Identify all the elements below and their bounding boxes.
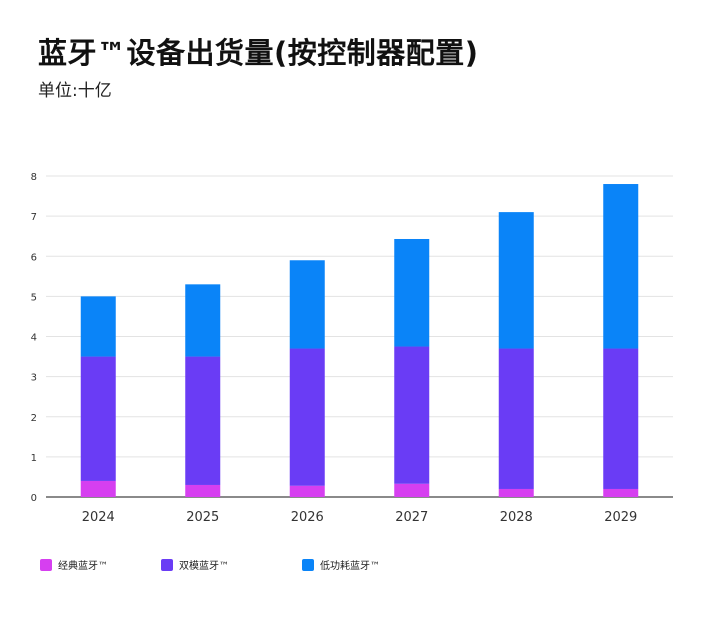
y-tick-label-7: 7 — [31, 212, 37, 223]
bar-2026-series-1 — [289, 348, 325, 486]
legend-label-low-energy: 低功耗蓝牙™ — [320, 561, 380, 572]
x-tick-label-2028: 2028 — [500, 510, 533, 525]
bar-2028-series-1 — [498, 348, 534, 489]
bar-2025-series-1 — [185, 356, 221, 485]
bar-2025-series-2 — [185, 284, 221, 357]
bar-2024-series-2 — [80, 296, 116, 357]
x-tick-label-2026: 2026 — [291, 510, 324, 525]
y-tick-label-6: 6 — [31, 252, 37, 263]
bar-2028-series-0 — [498, 488, 534, 497]
x-tick-label-2025: 2025 — [186, 510, 219, 525]
bar-2029-series-0 — [603, 488, 639, 497]
chart-title: 蓝牙™设备出货量(按控制器配置) — [38, 36, 479, 70]
y-tick-label-1: 1 — [31, 453, 37, 464]
y-tick-label-5: 5 — [31, 292, 37, 303]
bar-2027-series-2 — [394, 238, 430, 347]
bar-2027-series-0 — [394, 483, 430, 497]
bar-2028-series-2 — [498, 212, 534, 349]
legend-item-dual-mode: 双模蓝牙™ — [161, 557, 229, 572]
bar-2025-series-0 — [185, 484, 221, 497]
bar-2024-series-0 — [80, 480, 116, 497]
y-axis-ticks: 0 1 2 3 4 5 6 7 8 — [31, 172, 37, 504]
legend: 经典蓝牙™ 双模蓝牙™ 低功耗蓝牙™ — [0, 557, 715, 577]
x-axis-ticks: 2024 2025 2026 2027 2028 2029 — [82, 510, 638, 525]
bar-2029-series-2 — [603, 184, 639, 349]
legend-item-low-energy: 低功耗蓝牙™ — [302, 557, 380, 572]
x-tick-label-2027: 2027 — [395, 510, 428, 525]
legend-label-classic: 经典蓝牙™ — [58, 561, 108, 572]
bars — [80, 184, 639, 497]
legend-item-classic: 经典蓝牙™ — [40, 557, 108, 572]
y-tick-label-4: 4 — [31, 333, 37, 344]
bar-2024-series-1 — [80, 356, 116, 481]
gridlines — [46, 175, 673, 498]
legend-label-dual-mode: 双模蓝牙™ — [179, 561, 229, 572]
y-tick-label-8: 8 — [31, 172, 37, 183]
legend-swatch-low-energy — [302, 558, 314, 571]
bar-2027-series-1 — [394, 346, 430, 484]
legend-swatch-classic — [40, 558, 52, 571]
y-tick-label-0: 0 — [31, 493, 37, 504]
y-tick-label-3: 3 — [31, 373, 37, 384]
bar-2026-series-2 — [289, 260, 325, 349]
bar-2029-series-1 — [603, 348, 639, 489]
x-tick-label-2029: 2029 — [604, 510, 637, 525]
x-tick-label-2024: 2024 — [82, 510, 115, 525]
chart-subtitle: 单位:十亿 — [38, 81, 112, 101]
y-tick-label-2: 2 — [31, 413, 37, 424]
legend-swatch-dual-mode — [161, 558, 173, 571]
bar-2026-series-0 — [289, 485, 325, 497]
